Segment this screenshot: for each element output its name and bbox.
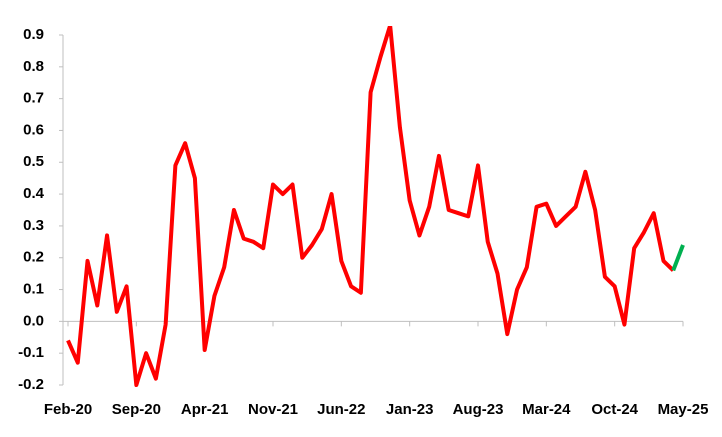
y-tick-label: -0.1 — [18, 344, 44, 361]
y-tick-label: 0.7 — [23, 90, 44, 107]
x-tick-label: Nov-21 — [248, 401, 298, 418]
x-tick-label: Feb-20 — [44, 401, 92, 418]
y-tick-label: 0.4 — [23, 185, 45, 202]
y-tick-label: 0.9 — [23, 26, 44, 43]
y-tick-label: 0.1 — [23, 281, 44, 298]
y-tick-label: 0.8 — [23, 58, 44, 75]
x-tick-label: Apr-21 — [181, 401, 229, 418]
x-tick-label: Oct-24 — [591, 401, 638, 418]
x-tick-label: Aug-23 — [453, 401, 504, 418]
x-tick-label: Jan-23 — [386, 401, 434, 418]
series-line — [66, 26, 675, 387]
x-tick-label: May-25 — [658, 401, 709, 418]
y-tick-label: 0.3 — [23, 217, 44, 234]
y-tick-label: 0.2 — [23, 249, 44, 266]
y-tick-label: -0.2 — [18, 376, 44, 393]
x-tick-label: Jun-22 — [317, 401, 365, 418]
plot-area — [66, 26, 685, 387]
x-tick-label: Sep-20 — [112, 401, 161, 418]
y-tick-label: 0.5 — [23, 153, 44, 170]
y-tick-label: 0.6 — [23, 121, 44, 138]
series-line — [671, 244, 685, 272]
x-tick-label: Mar-24 — [522, 401, 571, 418]
y-tick-label: 0.0 — [23, 312, 44, 329]
